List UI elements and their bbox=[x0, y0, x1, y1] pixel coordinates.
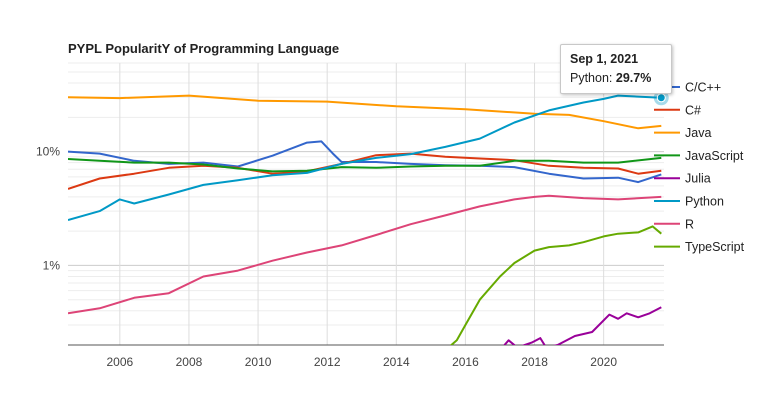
legend-label: R bbox=[685, 217, 694, 231]
x-tick-label: 2016 bbox=[452, 355, 479, 369]
x-tick-label: 2006 bbox=[106, 355, 133, 369]
x-tick-label: 2012 bbox=[314, 355, 341, 369]
y-tick-label: 1% bbox=[43, 258, 61, 272]
chart-title: PYPL PopularitY of Programming Language bbox=[68, 41, 339, 56]
y-axis-tick-labels: 10% 1% bbox=[36, 145, 60, 273]
series-line-julia[interactable] bbox=[445, 306, 662, 350]
legend-label: JavaScript bbox=[685, 149, 744, 163]
x-axis-tick-labels: 2006 2008 2010 2012 2014 2016 2018 2020 bbox=[106, 355, 617, 369]
legend-label: Julia bbox=[685, 172, 711, 186]
tooltip-colon: : bbox=[608, 71, 616, 85]
legend-label: C/C++ bbox=[685, 81, 721, 95]
series-line-javascript[interactable] bbox=[68, 156, 662, 173]
chart-legend: C/C++ C# Java JavaScript Julia Python R TypeScr… bbox=[654, 81, 745, 254]
tooltip-value: 29.7% bbox=[615, 71, 652, 85]
x-tick-label: 2018 bbox=[521, 355, 548, 369]
x-tick-label: 2020 bbox=[590, 355, 617, 369]
legend-item-c[interactable]: C# bbox=[654, 103, 701, 117]
legend-item-javascript[interactable]: JavaScript bbox=[654, 149, 744, 163]
legend-item-r[interactable]: R bbox=[654, 217, 694, 231]
x-tick-label: 2014 bbox=[383, 355, 410, 369]
legend-item-python[interactable]: Python bbox=[654, 195, 724, 209]
series-line-python[interactable] bbox=[68, 94, 662, 222]
chart-tooltip: Sep 1, 2021 Python: 29.7% bbox=[560, 44, 672, 94]
plot-area bbox=[68, 90, 669, 350]
legend-label: TypeScript bbox=[685, 240, 745, 254]
legend-label: Python bbox=[685, 195, 724, 209]
tooltip-series-name: Python bbox=[570, 71, 609, 85]
y-tick-label: 10% bbox=[36, 145, 60, 159]
legend-label: Java bbox=[685, 126, 711, 140]
tooltip-date: Sep 1, 2021 bbox=[570, 52, 639, 66]
legend-label: C# bbox=[685, 103, 701, 117]
legend-item-java[interactable]: Java bbox=[654, 126, 711, 140]
x-tick-label: 2008 bbox=[176, 355, 203, 369]
series-line-typescript[interactable] bbox=[445, 225, 662, 350]
legend-item-julia[interactable]: Julia bbox=[654, 172, 711, 186]
series-line-r[interactable] bbox=[68, 194, 662, 315]
hover-point[interactable] bbox=[656, 93, 666, 103]
series-line-c[interactable] bbox=[68, 152, 662, 190]
series-lines bbox=[68, 94, 662, 350]
tooltip-row: Python: 29.7% bbox=[570, 71, 651, 85]
x-tick-label: 2010 bbox=[245, 355, 272, 369]
legend-item-typescript[interactable]: TypeScript bbox=[654, 240, 745, 254]
series-line-java[interactable] bbox=[68, 94, 662, 130]
